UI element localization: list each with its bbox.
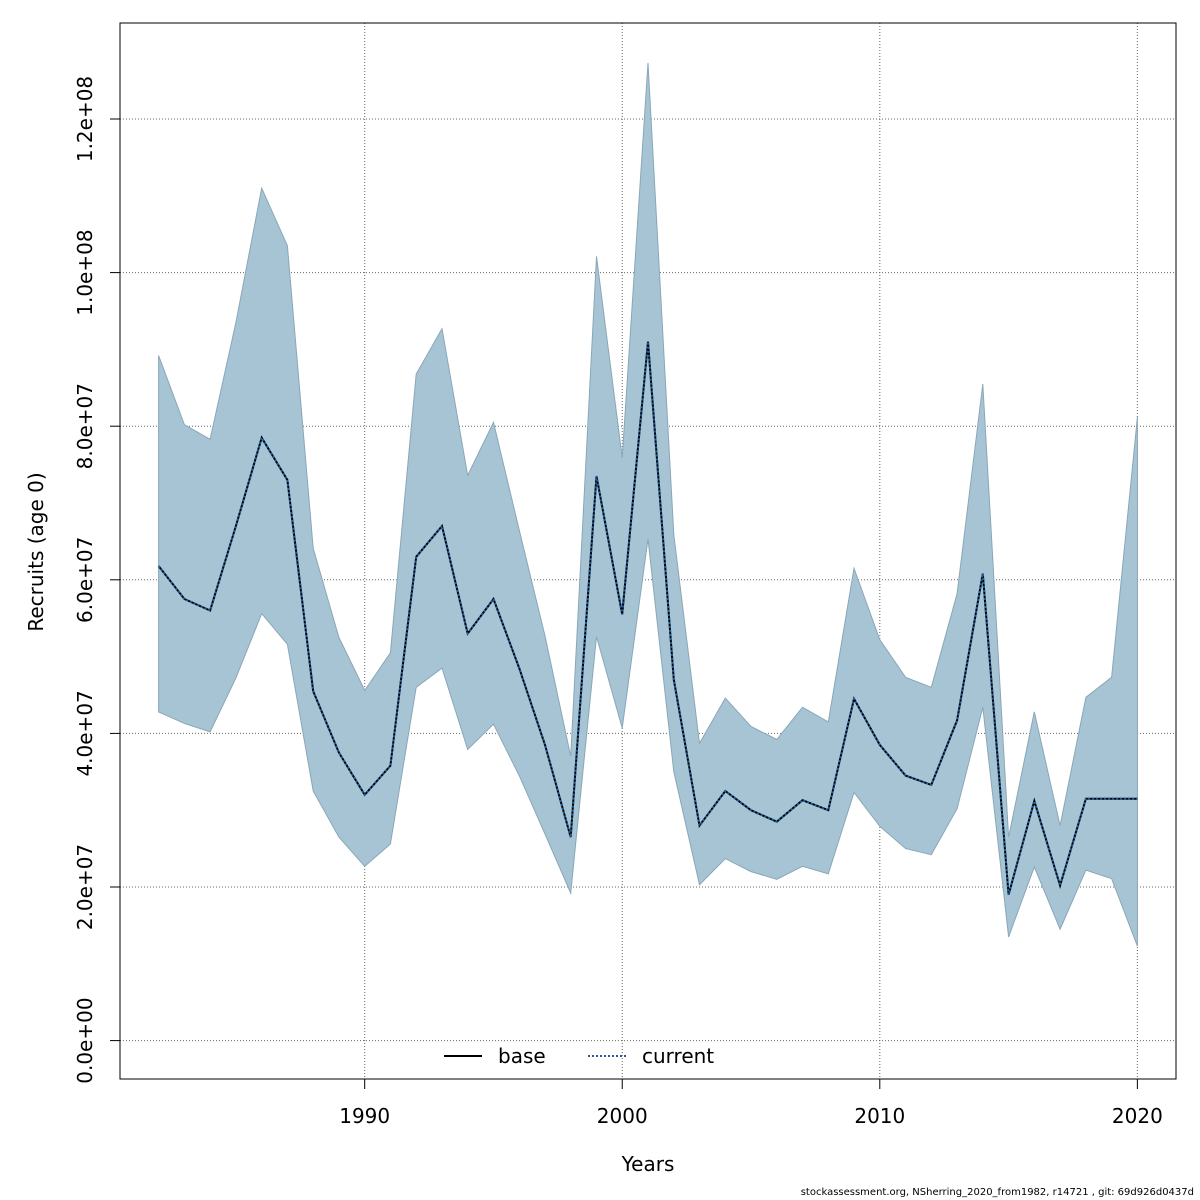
confidence-band-area: [158, 62, 1138, 947]
legend-base-label: base: [498, 1044, 546, 1068]
footer-credit: stockassessment.org, NSherring_2020_from…: [800, 1187, 1194, 1198]
x-axis-label: Years: [621, 1152, 675, 1176]
y-tick-label: 8.0e+07: [73, 383, 97, 469]
x-tick-label: 1990: [339, 1104, 390, 1128]
legend: base current: [444, 1044, 714, 1068]
x-axis: 1990 2000 2010 2020: [339, 1079, 1163, 1128]
confidence-band: [158, 62, 1138, 947]
series-line-base: [157, 341, 1138, 895]
x-tick-label: 2010: [854, 1104, 905, 1128]
x-tick-label: 2020: [1112, 1104, 1163, 1128]
y-tick-label: 1.0e+08: [73, 229, 97, 315]
x-tick-label: 2000: [597, 1104, 648, 1128]
y-axis: 0.0e+00 2.0e+07 4.0e+07 6.0e+07 8.0e+07 1.0e+…: [73, 76, 120, 1084]
y-axis-label: Recruits (age 0): [24, 472, 48, 631]
plot-frame: [119, 22, 1177, 1080]
legend-current-label: current: [642, 1044, 714, 1068]
y-tick-label: 2.0e+07: [73, 844, 97, 930]
y-tick-label: 4.0e+07: [73, 690, 97, 776]
y-tick-label: 6.0e+07: [73, 537, 97, 623]
y-tick-label: 1.2e+08: [73, 76, 97, 162]
series-lines: [157, 341, 1138, 895]
y-tick-label: 0.0e+00: [73, 997, 97, 1083]
